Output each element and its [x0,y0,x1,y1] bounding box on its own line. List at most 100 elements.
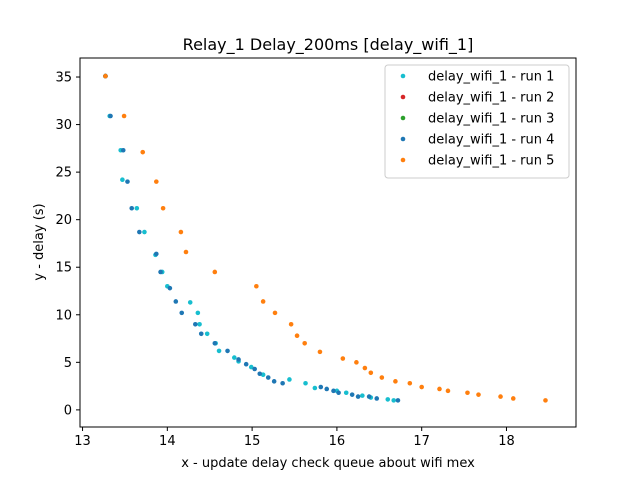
data-point [288,321,294,327]
y-tick-label: 20 [55,213,72,228]
x-tick-label: 13 [74,434,91,449]
data-point [108,113,113,119]
series-run-1 [103,73,397,403]
data-point [465,390,470,396]
legend-label: delay_wifi_1 - run 4 [428,133,554,148]
data-point [216,348,222,354]
data-point [287,377,292,382]
legend-box [384,64,570,179]
data-point [120,177,125,183]
data-point [193,321,198,327]
data-point [204,331,210,337]
chart-title: Relay_1 Delay_200ms [delay_wifi_1] [183,35,474,55]
data-point [212,341,218,346]
legend-marker [400,94,406,100]
data-point [120,147,126,153]
legend-label: delay_wifi_1 - run 5 [428,154,554,169]
data-point [195,310,201,316]
data-point [343,390,349,396]
data-point [354,360,359,365]
data-point [312,385,318,391]
data-point [265,375,271,380]
y-tick-label: 30 [55,118,72,133]
data-point [385,397,391,402]
data-point [198,331,204,337]
y-tick-label: 0 [64,403,72,418]
legend-label: delay_wifi_1 - run 3 [428,112,554,127]
x-tick-label: 17 [413,434,430,449]
data-point [393,379,398,384]
data-point [154,179,159,184]
data-point [257,371,263,377]
data-point [336,390,341,396]
data-point [178,229,184,235]
data-point [379,375,385,380]
data-point [125,179,130,184]
legend-marker [400,136,406,142]
data-point [362,365,368,371]
data-point [294,333,300,339]
data-point [225,348,230,354]
data-point [134,205,140,211]
y-tick-label: 10 [55,308,72,323]
y-axis: 0 5 10 15 20 25 30 35 [55,71,80,418]
data-point [260,299,266,304]
data-point [437,386,442,392]
data-point [317,349,323,355]
data-point [254,283,259,289]
data-point [349,392,355,397]
x-axis: 13 14 15 16 17 18 [74,427,515,449]
legend: delay_wifi_1 - run 1 delay_wifi_1 - run 2… [384,64,570,179]
data-point [419,384,424,390]
legend-marker [400,157,406,163]
data-point [280,380,285,386]
plot-frame [79,57,577,428]
data-point [179,310,185,316]
y-axis-label: y - delay (s) [32,203,47,280]
x-axis-label: x - update delay check queue about wifi … [181,456,475,471]
data-point [355,394,361,399]
legend-marker [400,73,406,79]
data-point [142,229,147,235]
y-tick-label: 25 [55,166,72,181]
legend-label: delay_wifi_1 - run 1 [428,70,554,85]
data-point [103,73,108,79]
data-point [252,366,257,372]
y-tick-label: 35 [55,71,72,86]
data-point [173,299,179,304]
series-run-4 [103,73,401,403]
plot-marks [103,73,548,403]
x-tick-label: 14 [159,434,176,449]
data-point [243,361,249,367]
data-point [137,229,142,235]
data-point [232,355,237,360]
data-point [510,396,516,401]
y-tick-label: 15 [55,261,72,276]
data-point [197,321,202,327]
data-point [140,149,146,155]
data-point [391,398,397,403]
data-point [272,310,278,316]
data-point [302,341,307,346]
data-point [324,386,330,392]
x-tick-label: 16 [329,434,346,449]
data-point [340,356,346,361]
data-point [368,370,374,376]
data-point [271,379,277,384]
data-point [121,113,127,119]
x-tick-label: 15 [244,434,261,449]
legend-label: delay_wifi_1 - run 2 [428,91,554,106]
y-tick-label: 5 [64,356,72,371]
data-point [183,249,189,255]
data-point [167,285,173,291]
legend-marker [400,115,406,121]
data-point [374,396,380,401]
data-point [543,398,548,403]
data-point [498,394,503,399]
data-point [187,300,193,305]
data-point [236,357,241,362]
data-point [129,205,135,211]
data-point [160,205,166,211]
data-point [303,380,308,386]
